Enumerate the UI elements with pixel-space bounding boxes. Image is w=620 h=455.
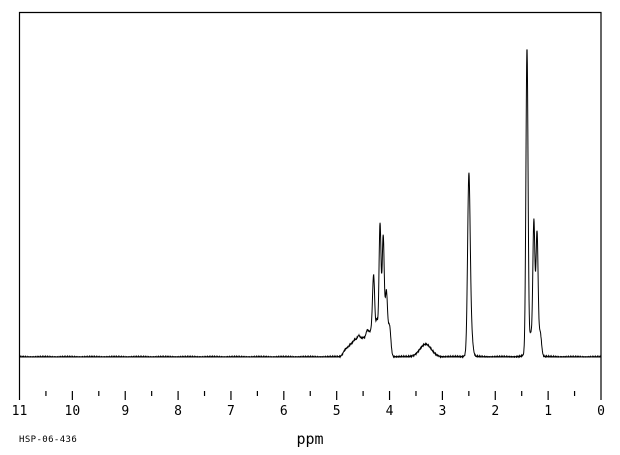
- axis-tick-label: 9: [121, 404, 129, 419]
- axis-tick-label: 7: [227, 404, 235, 419]
- axis-title-ppm: ppm: [296, 430, 323, 448]
- axis-tick-marks: [18, 391, 602, 400]
- axis-tick-label: 8: [174, 404, 182, 419]
- sample-code-label: HSP-06-436: [19, 435, 77, 445]
- axis-tick-label: 4: [386, 404, 394, 419]
- axis-tick-label: 3: [438, 404, 446, 419]
- spectrum-trace-group: [19, 49, 602, 359]
- axis-tick-label: 5: [333, 404, 341, 419]
- axis-tick-label: 1: [544, 404, 552, 419]
- axis-tick-label-group: 11 10 9 8 7 6 5 4 3 2 1 0: [12, 404, 605, 419]
- plot-frame: [18, 11, 602, 391]
- axis-tick-label: 11: [12, 404, 28, 419]
- axis-tick-label: 2: [491, 404, 499, 419]
- axis-tick-label: 0: [597, 404, 605, 419]
- axis-tick-label: 10: [65, 404, 81, 419]
- axis-tick-label: 6: [280, 404, 288, 419]
